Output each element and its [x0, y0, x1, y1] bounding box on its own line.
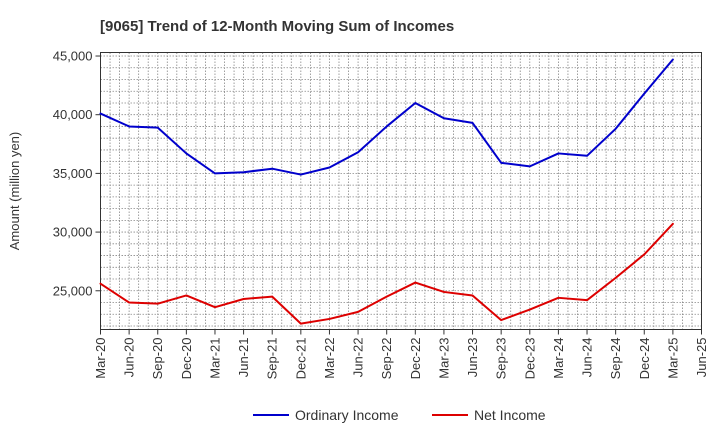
x-tick-label: Mar-25	[665, 338, 680, 379]
x-tick-label: Jun-21	[236, 338, 251, 378]
grid	[100, 52, 702, 330]
x-tick-label: Dec-21	[293, 338, 308, 380]
x-tick-label: Sep-22	[379, 338, 394, 380]
y-axis-label: Amount (million yen)	[7, 132, 22, 251]
series-line-net-income	[99, 222, 674, 325]
y-tick-label: 30,000	[53, 225, 93, 240]
y-tick-label: 25,000	[53, 283, 93, 298]
legend-label: Ordinary Income	[295, 407, 399, 423]
x-tick-label: Jun-25	[694, 338, 709, 378]
x-tick-label: Mar-24	[551, 338, 566, 379]
x-tick-label: Sep-21	[265, 338, 280, 380]
legend-label: Net Income	[474, 407, 546, 423]
x-tick-label: Dec-20	[179, 338, 194, 380]
x-tick-label: Sep-20	[150, 338, 165, 380]
x-axis: Mar-20 Jun-20 Sep-20 Dec-20 Mar-21 Jun-21 Sep-…	[93, 329, 709, 380]
x-tick-label: Mar-22	[322, 338, 337, 379]
x-tick-label: Mar-21	[207, 338, 222, 379]
y-tick-label: 40,000	[53, 107, 93, 122]
plot-border	[100, 52, 702, 330]
series-line-ordinary-income	[99, 58, 674, 176]
x-tick-label: Jun-24	[580, 338, 595, 378]
x-tick-label: Sep-24	[608, 338, 623, 380]
x-tick-label: Dec-24	[637, 338, 652, 380]
y-tick-label: 45,000	[53, 49, 93, 64]
x-tick-label: Mar-20	[93, 338, 108, 379]
chart-title: [9065] Trend of 12-Month Moving Sum of I…	[100, 18, 454, 35]
y-tick-label: 35,000	[53, 166, 93, 181]
x-tick-label: Dec-22	[408, 338, 423, 380]
legend: Ordinary Income Net Income	[253, 407, 546, 423]
y-axis: 25,000 30,000 35,000 40,000 45,000	[53, 49, 101, 298]
x-tick-label: Mar-23	[436, 338, 451, 379]
x-tick-label: Jun-22	[351, 338, 366, 378]
plot-area	[100, 52, 702, 330]
series-layer	[99, 58, 674, 325]
x-tick-label: Dec-23	[522, 338, 537, 380]
x-tick-label: Jun-23	[465, 338, 480, 378]
x-tick-label: Jun-20	[122, 338, 137, 378]
x-tick-label: Sep-23	[494, 338, 509, 380]
